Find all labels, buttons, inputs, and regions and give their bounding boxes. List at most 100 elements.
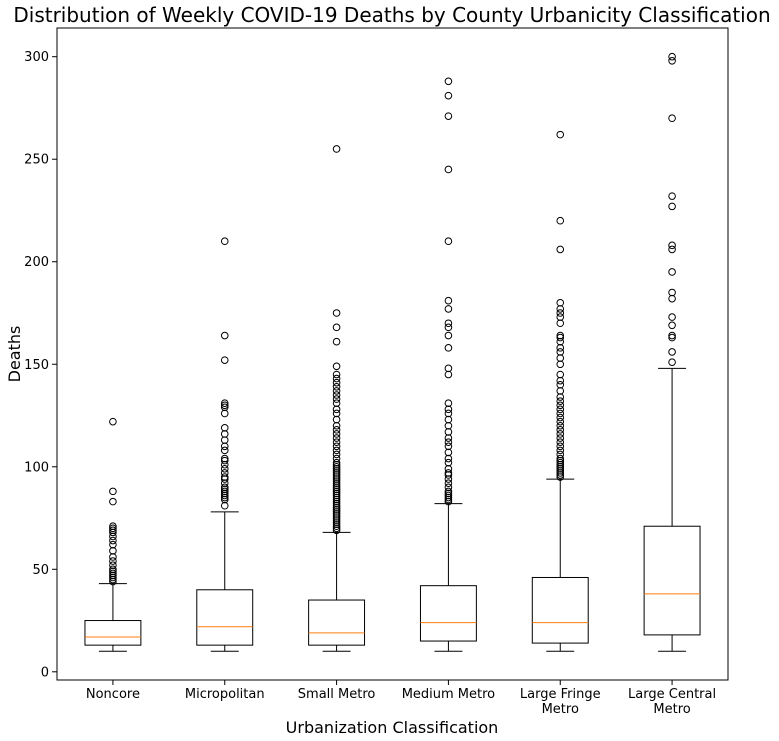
x-tick-label: Large Fringe Metro: [520, 687, 601, 717]
outlier-point: [444, 305, 453, 313]
outlier-point: [444, 409, 453, 418]
outlier-point: [556, 216, 565, 225]
outlier-point: [444, 454, 453, 463]
outlier-point: [332, 370, 341, 379]
outlier-point: [444, 364, 453, 373]
outlier-point: [556, 331, 565, 340]
outlier-point: [668, 192, 676, 200]
box-iqr: [196, 589, 254, 646]
outlier-point: [332, 415, 341, 424]
outlier-point: [444, 237, 453, 246]
outlier-point: [668, 57, 676, 65]
outlier-point: [332, 450, 341, 459]
outlier-point: [332, 430, 341, 438]
outlier-point: [109, 487, 117, 496]
outlier-point: [444, 77, 453, 86]
outlier-point: [668, 245, 676, 254]
outlier-point: [556, 376, 565, 385]
outlier-point: [556, 393, 565, 401]
outlier-point: [556, 450, 565, 459]
outlier-point: [332, 426, 341, 434]
outlier-point: [556, 298, 565, 307]
outlier-point: [220, 409, 229, 418]
outlier-point: [444, 483, 453, 492]
chart-title: Distribution of Weekly COVID-19 Deaths b…: [13, 3, 770, 27]
outlier-point: [220, 473, 229, 481]
outlier-point: [556, 348, 565, 356]
outlier-point: [556, 344, 565, 352]
outlier-point: [332, 391, 341, 399]
outlier-point: [220, 454, 229, 463]
box-iqr: [419, 585, 477, 642]
outlier-point: [556, 354, 565, 362]
outlier-point: [556, 313, 565, 321]
outlier-point: [444, 487, 453, 496]
outlier-point: [668, 268, 676, 276]
outlier-point: [556, 421, 565, 430]
outlier-point: [332, 409, 341, 418]
outlier-point: [444, 465, 453, 473]
outlier-point: [332, 309, 341, 317]
outlier-point: [220, 399, 229, 408]
outlier-point: [220, 403, 229, 412]
outlier-point: [109, 497, 117, 506]
y-tick-label: 50: [32, 563, 49, 578]
outlier-point: [109, 522, 117, 531]
outlier-point: [332, 399, 341, 408]
outlier-point: [556, 405, 565, 414]
y-tick-label: 200: [24, 255, 49, 270]
outlier-point: [556, 333, 565, 342]
y-tick-label: 150: [24, 358, 49, 373]
outlier-point: [556, 309, 565, 317]
outlier-point: [444, 323, 453, 332]
outlier-point: [668, 114, 676, 123]
x-tick-label: Small Metro: [298, 687, 376, 702]
outlier-point: [444, 91, 453, 100]
box-iqr: [308, 599, 366, 646]
outlier-point: [332, 458, 341, 467]
outlier-point: [332, 323, 341, 332]
outlier-point: [556, 442, 565, 451]
outlier-point: [556, 458, 565, 467]
outlier-point: [556, 446, 565, 455]
outlier-point: [220, 430, 229, 438]
outlier-point: [668, 202, 676, 211]
outlier-point: [109, 540, 117, 549]
outlier-point: [332, 405, 341, 414]
outlier-point: [220, 487, 229, 496]
outlier-point: [444, 438, 453, 446]
outlier-point: [444, 370, 453, 379]
outlier-point: [556, 305, 565, 313]
box-iqr: [643, 525, 701, 636]
outlier-point: [444, 458, 453, 467]
outlier-point: [444, 434, 453, 442]
x-axis-label: Urbanization Classification: [286, 718, 499, 737]
outlier-point: [332, 438, 341, 446]
outlier-point: [444, 344, 453, 352]
outlier-point: [444, 479, 453, 487]
outlier-point: [332, 362, 341, 371]
outlier-point: [668, 241, 676, 250]
outlier-point: [332, 387, 341, 395]
outlier-point: [109, 524, 117, 533]
outlier-point: [556, 434, 565, 442]
outlier-point: [668, 333, 676, 342]
outlier-point: [332, 446, 341, 455]
outlier-point: [109, 557, 117, 565]
outlier-point: [556, 417, 565, 426]
outlier-point: [109, 536, 117, 545]
outlier-point: [556, 409, 565, 418]
outlier-point: [109, 526, 117, 535]
outlier-point: [220, 501, 229, 510]
outlier-point: [556, 438, 565, 446]
outlier-point: [556, 380, 565, 389]
outlier-point: [668, 321, 676, 330]
box-iqr: [531, 576, 589, 644]
outlier-point: [332, 378, 341, 387]
outlier-point: [668, 358, 676, 367]
outlier-point: [332, 442, 341, 451]
outlier-point: [109, 547, 117, 555]
outlier-point: [556, 319, 565, 328]
outlier-point: [556, 360, 565, 369]
